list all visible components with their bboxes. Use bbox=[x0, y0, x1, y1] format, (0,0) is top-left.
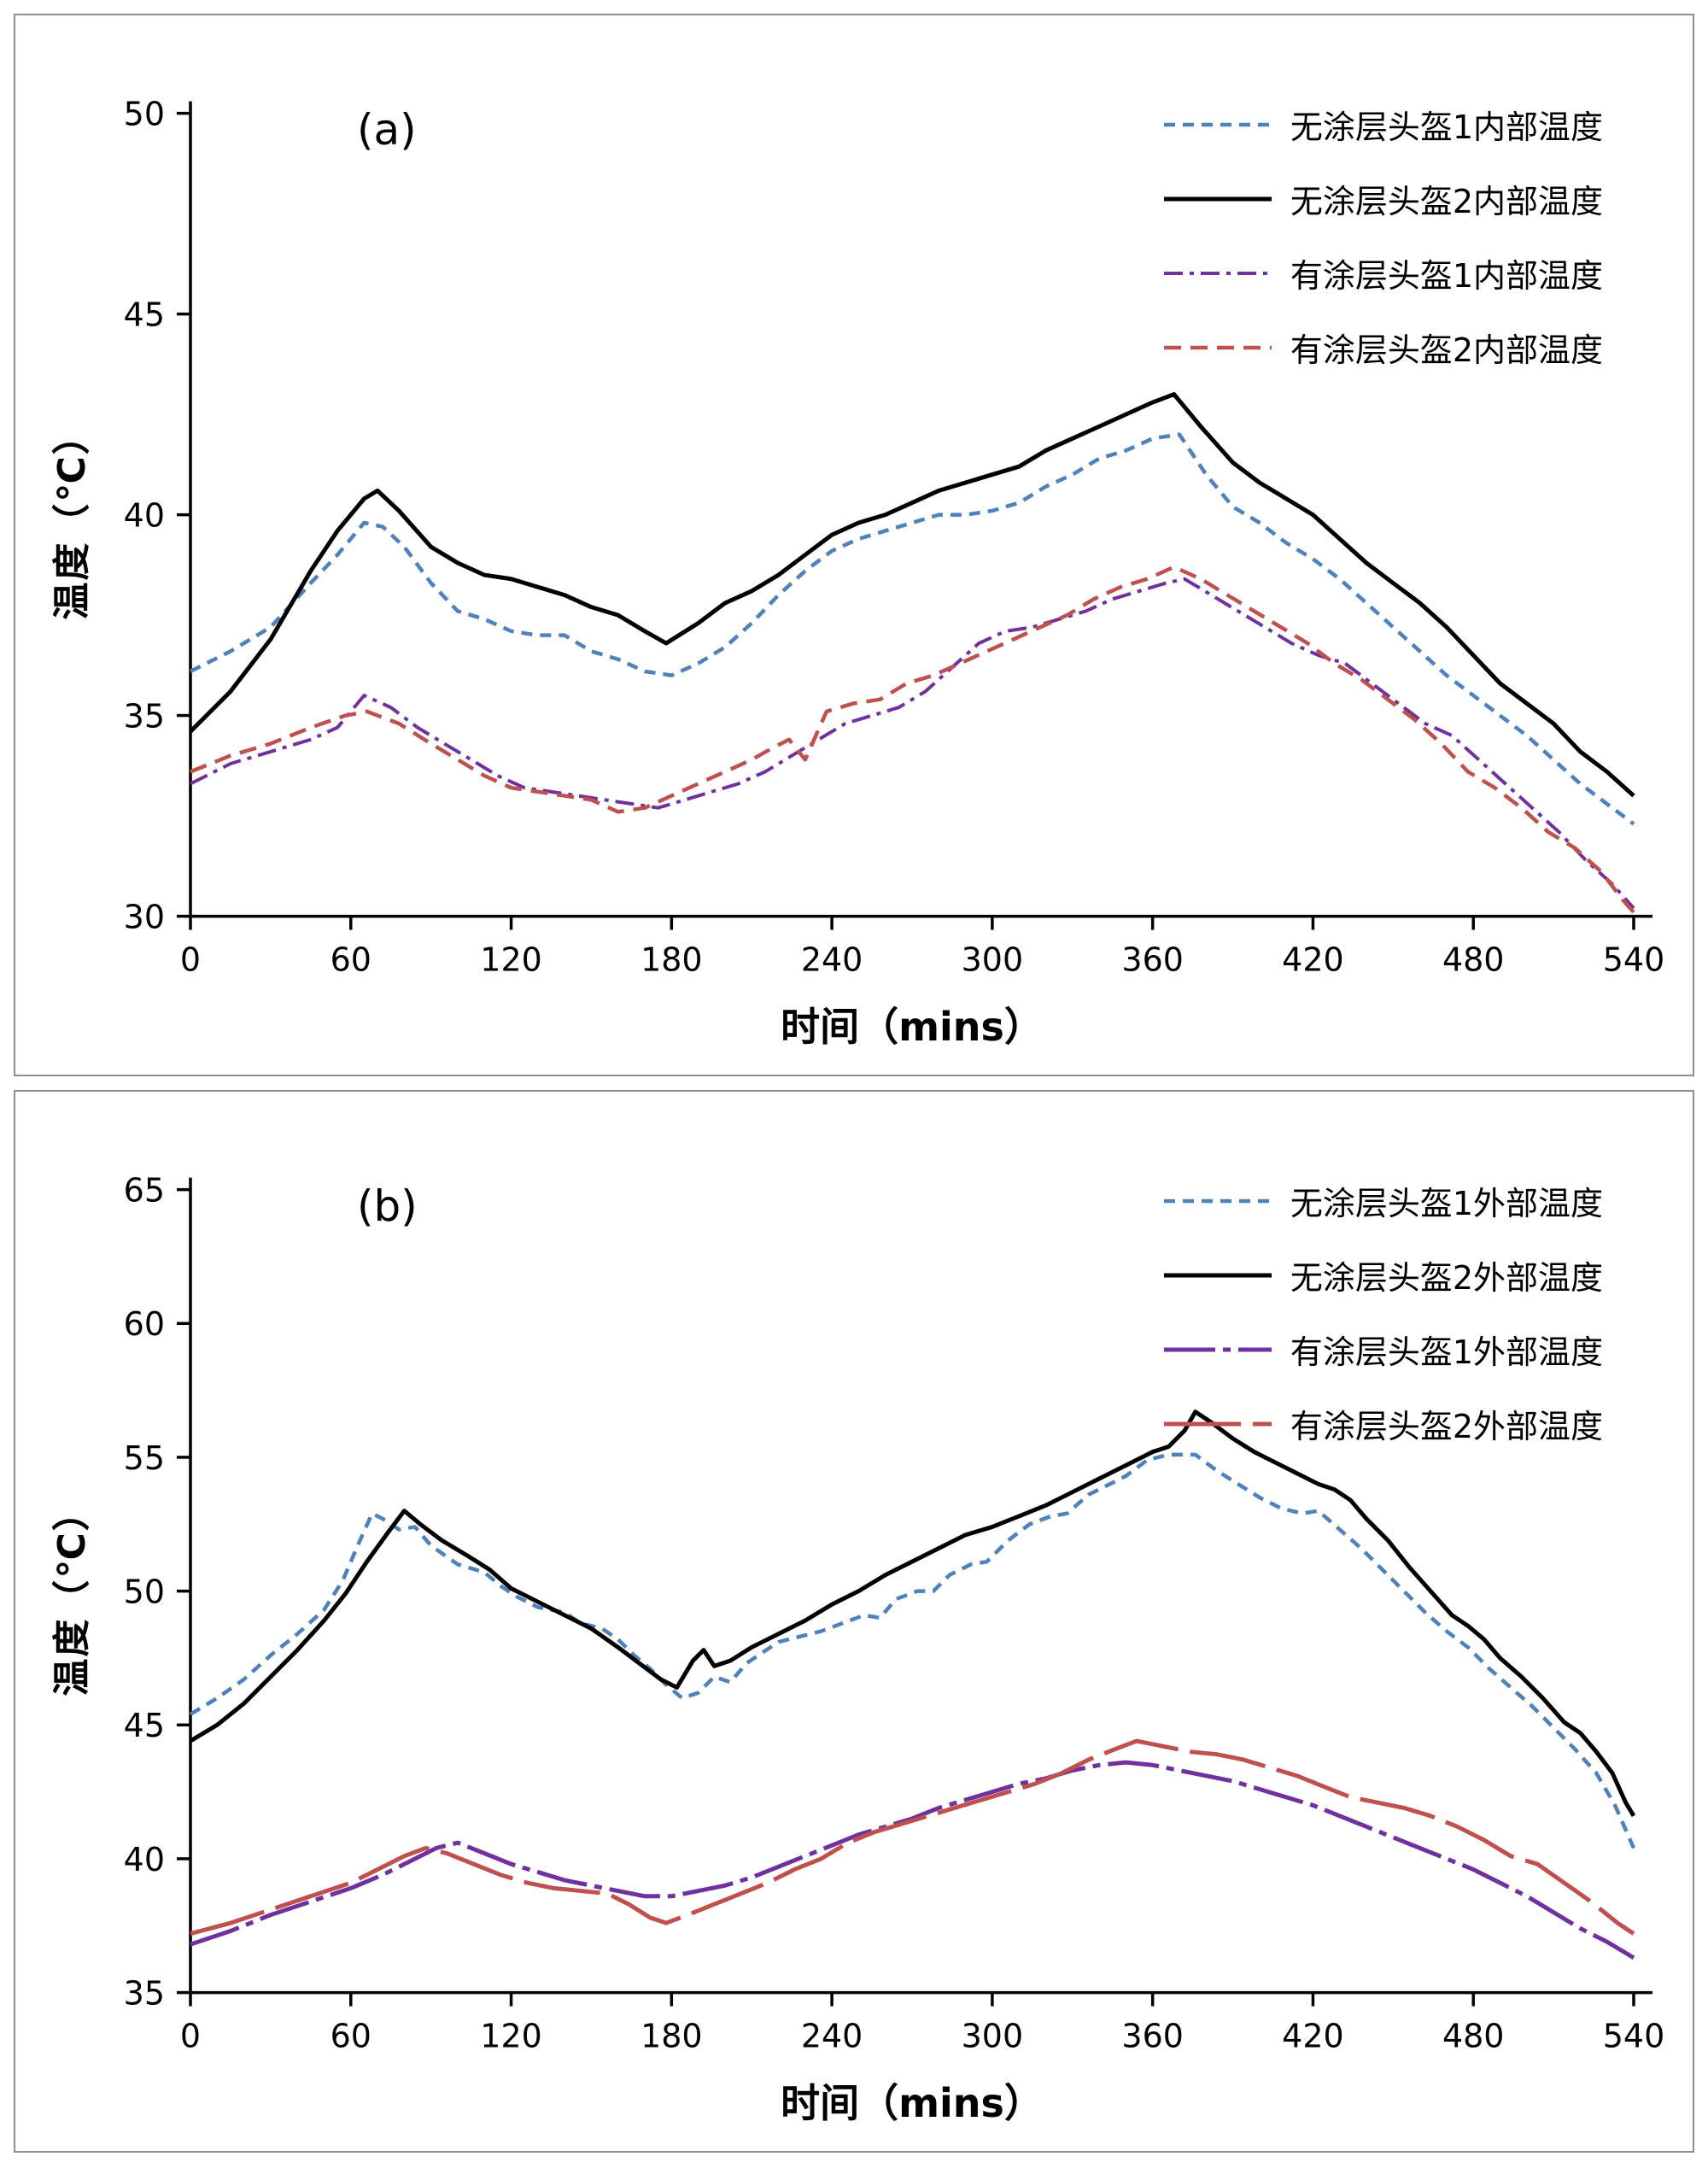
legend-item-coated1-outer: 有涂层头盔1外部温度 bbox=[1162, 1326, 1603, 1373]
x-tick-label: 480 bbox=[1442, 2017, 1505, 2054]
legend-label: 有涂层头盔2内部温度 bbox=[1290, 331, 1603, 369]
panel-b: 35 40 45 50 55 60 65 0 60 120 180 240 300 360 420 480 54… bbox=[14, 1090, 1694, 2153]
legend-item-coated2-outer: 有涂层头盔2外部温度 bbox=[1162, 1400, 1603, 1447]
x-tick-label: 0 bbox=[180, 941, 201, 978]
x-tick-label: 540 bbox=[1603, 941, 1665, 978]
x-tick-label: 360 bbox=[1121, 941, 1184, 978]
x-tick-label: 180 bbox=[640, 2017, 703, 2054]
red-longdash-line-icon bbox=[1163, 1421, 1272, 1426]
legend-label: 有涂层头盔1外部温度 bbox=[1290, 1333, 1603, 1371]
purple-dashdot-line-icon bbox=[1163, 271, 1272, 275]
x-tick-label: 420 bbox=[1282, 941, 1344, 978]
y-tick-label: 40 bbox=[124, 1841, 165, 1878]
blue-dashed-line-icon bbox=[1163, 122, 1272, 126]
series-path-1 bbox=[189, 1409, 1636, 1818]
legend-label: 无涂层头盔1外部温度 bbox=[1290, 1185, 1603, 1222]
x-tick-label: 480 bbox=[1442, 941, 1505, 978]
x-tick-label: 300 bbox=[962, 2017, 1024, 2054]
legend-item-coated2-inner: 有涂层头盔2内部温度 bbox=[1162, 324, 1603, 371]
x-tick-label: 300 bbox=[962, 941, 1024, 978]
x-tick-label: 60 bbox=[330, 2017, 371, 2054]
legend-label: 无涂层头盔2内部温度 bbox=[1290, 183, 1603, 220]
legend-label: 无涂层头盔2外部温度 bbox=[1290, 1259, 1603, 1297]
panel-b-label: (b) bbox=[357, 1181, 418, 1231]
legend-label: 有涂层头盔2外部温度 bbox=[1290, 1408, 1603, 1445]
blue-dashed-line-icon bbox=[1163, 1198, 1272, 1203]
x-axis-title: 时间（mins） bbox=[781, 1004, 1044, 1050]
x-tick-label: 180 bbox=[640, 941, 703, 978]
y-tick-label: 50 bbox=[124, 96, 165, 133]
y-tick-label: 55 bbox=[124, 1439, 165, 1477]
y-tick-label: 40 bbox=[124, 497, 165, 535]
chart-a-plot: 30 35 40 45 50 0 60 120 180 240 300 360 420 480 540 bbox=[124, 96, 1665, 979]
x-tick-label: 420 bbox=[1282, 2017, 1344, 2054]
y-tick-label: 45 bbox=[124, 296, 165, 334]
series-path-2 bbox=[190, 1760, 1635, 1960]
series-path-2 bbox=[190, 577, 1635, 910]
y-axis-title: 温度（℃） bbox=[50, 1491, 94, 1697]
y-tick-label: 45 bbox=[124, 1707, 165, 1744]
legend-item-uncoated1-inner: 无涂层头盔1内部温度 bbox=[1162, 101, 1603, 148]
series-path-3 bbox=[190, 565, 1635, 914]
panel-a-label: (a) bbox=[357, 105, 417, 155]
y-tick-label: 30 bbox=[124, 899, 165, 936]
y-tick-label: 35 bbox=[124, 698, 165, 735]
x-tick-label: 0 bbox=[180, 2017, 201, 2054]
panel-a: 30 35 40 45 50 0 60 120 180 240 300 360 420 480 540 (a… bbox=[14, 14, 1694, 1076]
series-path-1 bbox=[189, 392, 1635, 798]
x-tick-label: 120 bbox=[480, 941, 542, 978]
x-tick-label: 360 bbox=[1121, 2017, 1184, 2054]
x-tick-label: 240 bbox=[801, 941, 863, 978]
series-path-0 bbox=[189, 432, 1635, 826]
series-path-0 bbox=[189, 1452, 1636, 1849]
legend-label: 无涂层头盔1内部温度 bbox=[1290, 108, 1603, 146]
y-tick-label: 50 bbox=[124, 1573, 165, 1611]
red-dashed-line-icon bbox=[1163, 345, 1272, 349]
x-axis-title: 时间（mins） bbox=[781, 2080, 1044, 2126]
legend-label: 有涂层头盔1内部温度 bbox=[1290, 257, 1603, 295]
y-axis-title: 温度（℃） bbox=[50, 415, 94, 620]
black-solid-line-icon bbox=[1163, 1273, 1272, 1277]
legend-item-uncoated2-outer: 无涂层头盔2外部温度 bbox=[1162, 1251, 1603, 1298]
legend-item-uncoated2-inner: 无涂层头盔2内部温度 bbox=[1162, 175, 1603, 222]
y-tick-label: 35 bbox=[124, 1975, 165, 2013]
x-tick-label: 240 bbox=[801, 2017, 863, 2054]
legend-b: 无涂层头盔1外部温度 无涂层头盔2外部温度 有涂层头盔1外部温度 有涂层头盔2外… bbox=[1162, 1177, 1603, 1447]
black-solid-line-icon bbox=[1163, 196, 1272, 201]
y-tick-label: 60 bbox=[124, 1305, 165, 1343]
legend-item-uncoated1-outer: 无涂层头盔1外部温度 bbox=[1162, 1177, 1603, 1224]
x-tick-label: 60 bbox=[330, 941, 371, 978]
series-path-3 bbox=[190, 1738, 1635, 1937]
x-tick-label: 540 bbox=[1603, 2017, 1665, 2054]
legend-a: 无涂层头盔1内部温度 无涂层头盔2内部温度 有涂层头盔1内部温度 有涂层头盔2内… bbox=[1162, 101, 1603, 371]
purple-dashdot-line-icon bbox=[1163, 1347, 1272, 1351]
chart-b-plot: 35 40 45 50 55 60 65 0 60 120 180 240 300 360 420 480 54… bbox=[124, 1172, 1665, 2055]
y-tick-label: 65 bbox=[124, 1172, 165, 1210]
legend-item-coated1-inner: 有涂层头盔1内部温度 bbox=[1162, 249, 1603, 296]
x-tick-label: 120 bbox=[480, 2017, 542, 2054]
